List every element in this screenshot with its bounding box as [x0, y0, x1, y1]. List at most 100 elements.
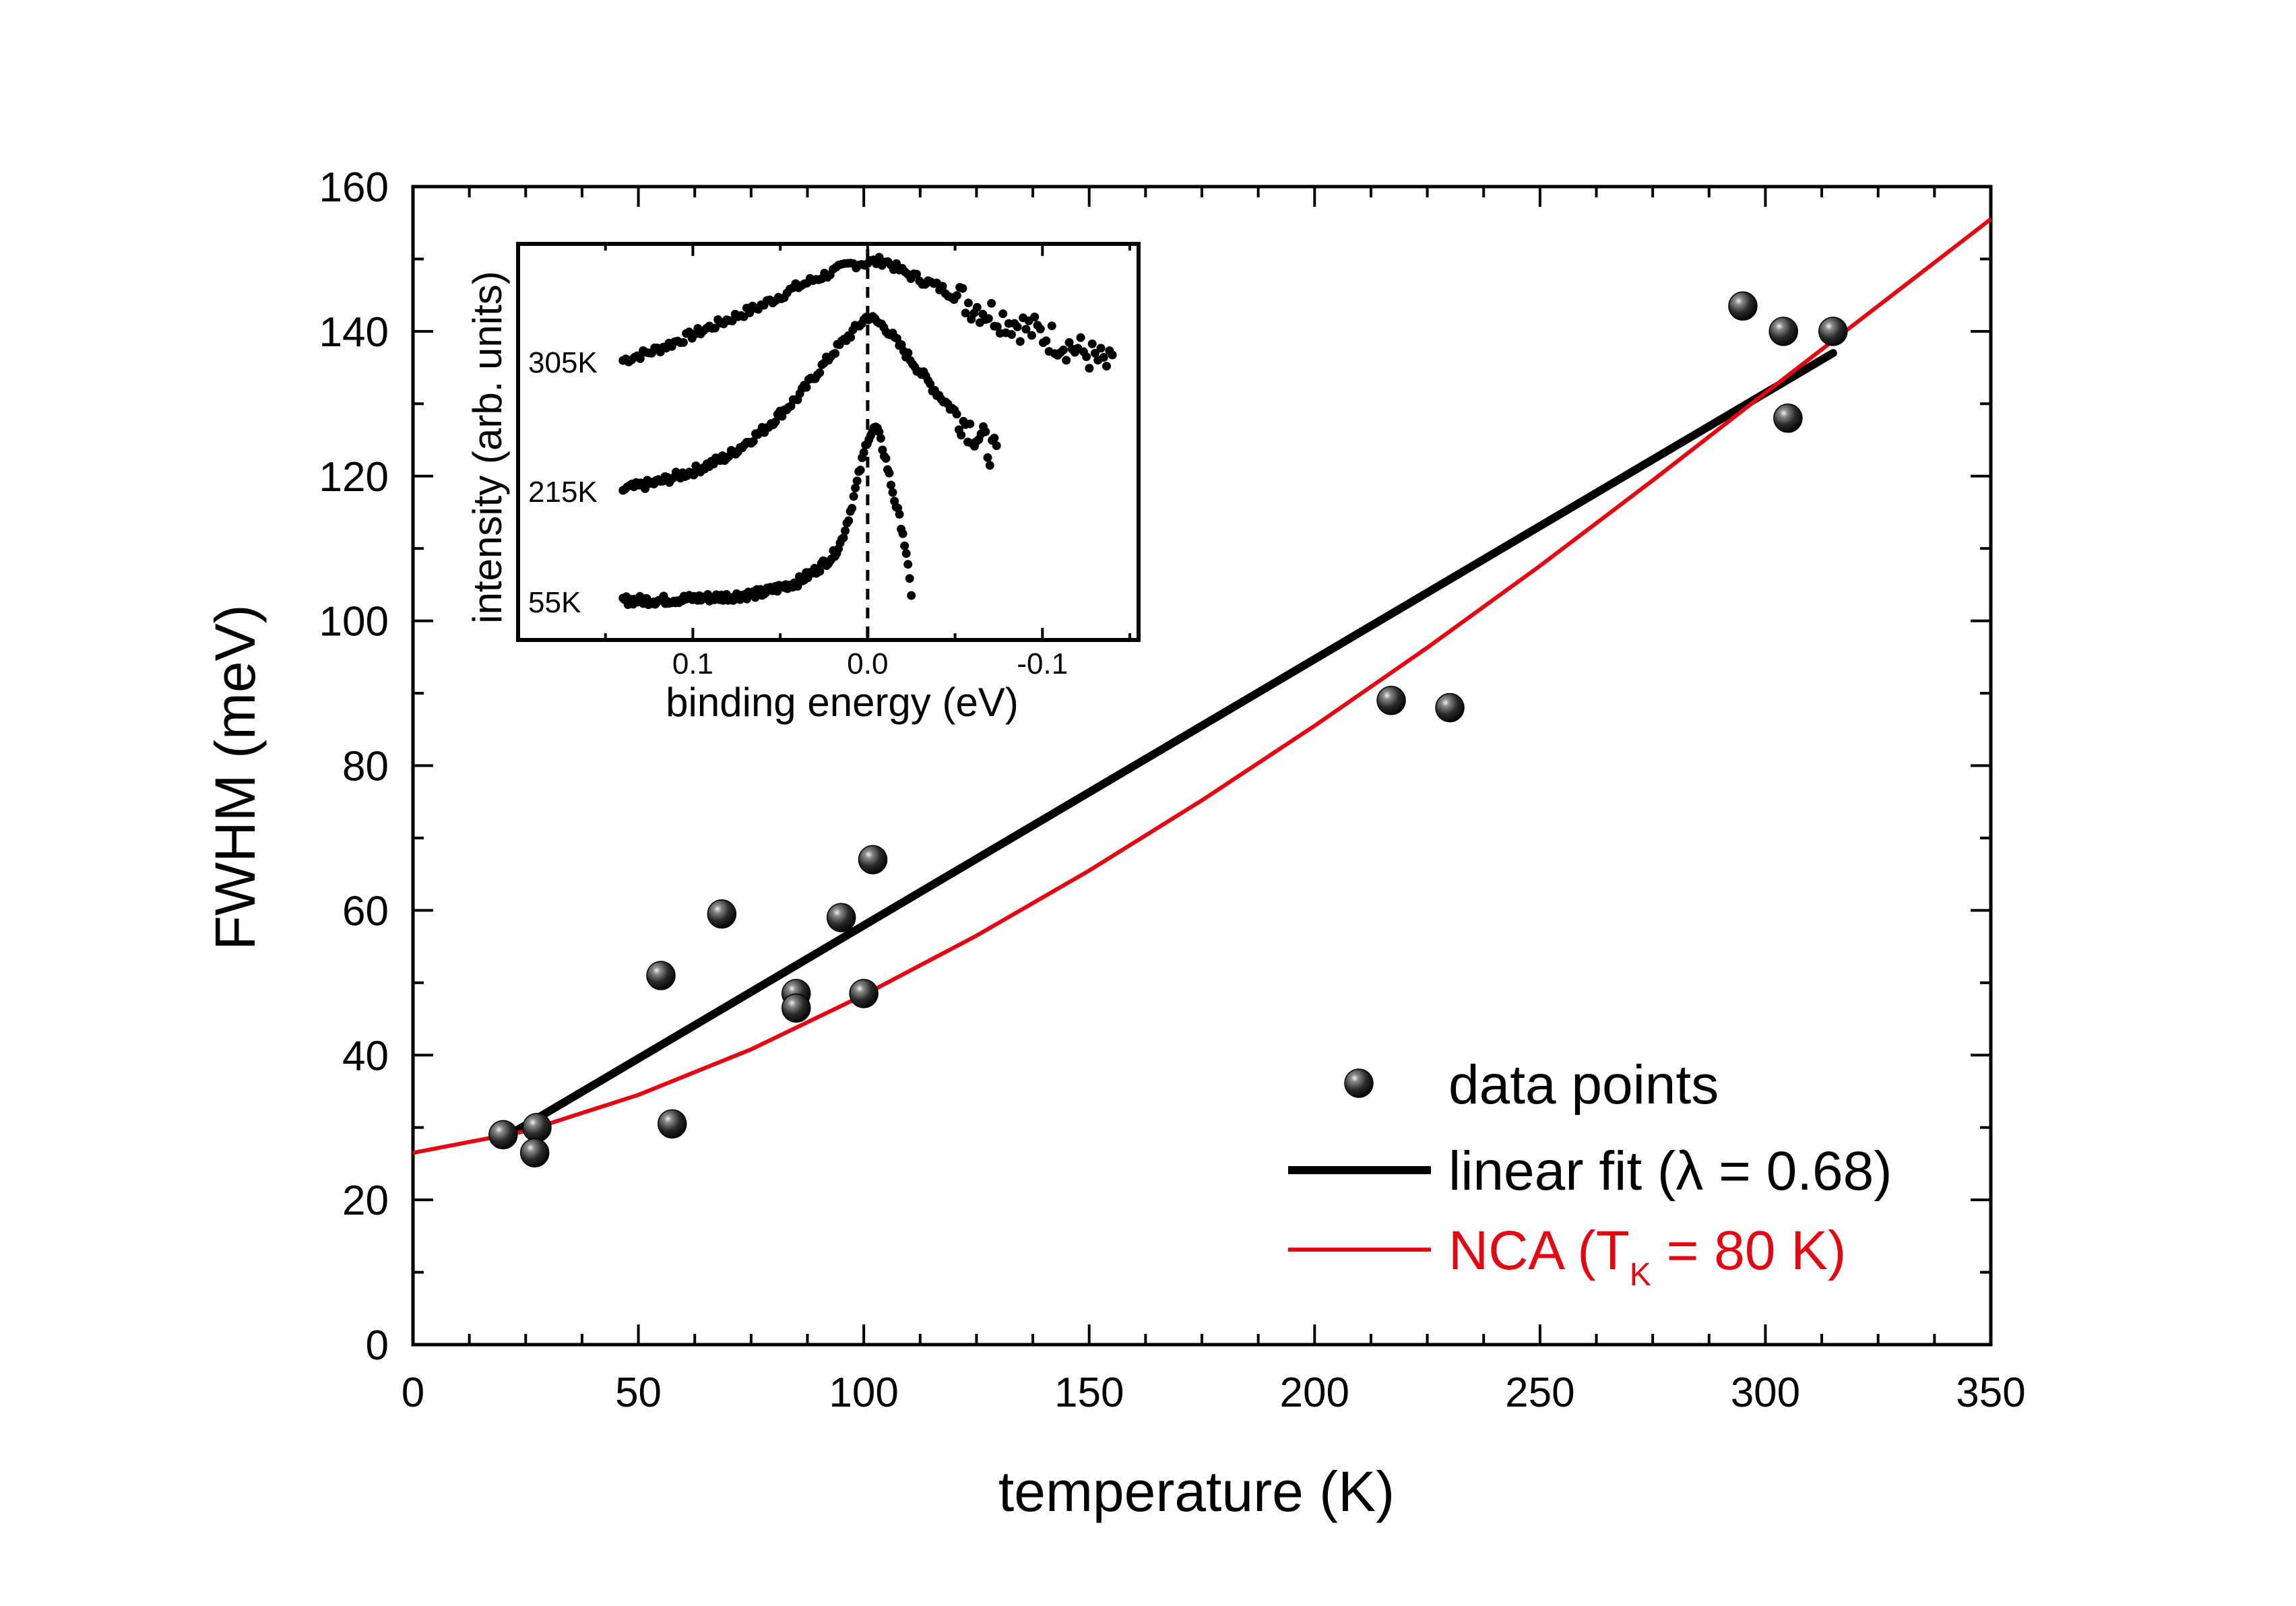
- inset-spectrum-point: [710, 323, 720, 333]
- x-axis-label: temperature (K): [998, 1460, 1395, 1523]
- inset-x-tick-label: 0.0: [847, 647, 888, 680]
- inset-spectrum-point: [846, 333, 856, 342]
- inset-spectrum-point: [1076, 333, 1085, 342]
- data-point: [826, 903, 856, 932]
- inset-trace-label: 215K: [528, 476, 598, 509]
- x-tick-label: 300: [1731, 1370, 1800, 1416]
- y-tick-label: 160: [319, 164, 389, 211]
- inset-spectrum-point: [815, 567, 825, 576]
- inset-spectrum-point: [1047, 321, 1056, 331]
- inset-spectrum-point: [938, 282, 947, 291]
- inset-plot: 0.1 0.0 -0.1 305K 215K 55K: [516, 242, 1141, 680]
- inset-spectrum-point: [851, 483, 860, 492]
- inset-spectrum-point: [983, 453, 992, 462]
- inset-spectrum-point: [985, 461, 994, 470]
- inset-spectrum-point: [926, 379, 935, 389]
- inset-spectrum-point: [1030, 313, 1040, 321]
- inset-spectrum-point: [771, 417, 780, 426]
- inset-x-tick-label: 0.1: [672, 647, 713, 680]
- inset-spectrum-point: [957, 430, 966, 440]
- inset-spectrum-point: [903, 348, 913, 358]
- inset-spectrum-point: [635, 354, 645, 363]
- inset-spectrum-point: [1015, 337, 1025, 346]
- inset-trace-label: 55K: [528, 586, 581, 619]
- legend-label-linear-fit: linear fit (λ = 0.68): [1448, 1141, 1892, 1202]
- data-point: [858, 845, 888, 874]
- inset-spectrum-point: [777, 412, 787, 421]
- inset-spectrum-point: [1007, 330, 1016, 339]
- y-tick-label: 140: [319, 309, 389, 356]
- inset-spectrum-point: [1035, 324, 1045, 333]
- inset-spectrum-point: [987, 298, 996, 308]
- inset-spectrum-point: [849, 492, 858, 501]
- inset-spectrum-55K: [618, 422, 916, 610]
- x-tick-label: 200: [1280, 1370, 1349, 1416]
- axis-labels: temperature (K) FWHM (meV) binding energ…: [203, 271, 1395, 1523]
- data-point: [658, 1109, 687, 1139]
- data-point: [782, 993, 811, 1023]
- inset-spectrum-point: [815, 368, 825, 377]
- main-plot: 0 50 100 150 200 250 300 350 0 20 40 60 80 100 120 140 1…: [319, 164, 2026, 1416]
- inset-spectrum-point: [965, 419, 975, 428]
- inset-spectrum-point: [678, 338, 688, 347]
- x-tick-label: 150: [1054, 1370, 1124, 1416]
- linear-fit-line: [499, 349, 1837, 1143]
- inset-spectrum-point: [903, 560, 913, 569]
- y-tick-label: 100: [319, 599, 389, 645]
- inset-x-tick-label: -0.1: [1017, 647, 1068, 680]
- y-tick-label: 80: [342, 744, 389, 790]
- legend-label-nca-tail: = 80 K): [1651, 1220, 1846, 1281]
- inset-spectrum-point: [892, 259, 901, 268]
- inset-spectrum-point: [981, 427, 990, 437]
- data-point: [488, 1120, 518, 1150]
- inset-spectrum-point: [689, 470, 699, 480]
- inset-spectrum-point: [958, 284, 967, 293]
- x-tick-label: 50: [615, 1370, 662, 1416]
- inset-spectrum-point: [841, 526, 850, 536]
- x-tick-label: 250: [1505, 1370, 1574, 1416]
- inset-spectrum-point: [992, 322, 1002, 331]
- inset-spectrum-point: [1042, 336, 1051, 346]
- inset-spectrum-305K: [618, 253, 1117, 373]
- x-tick-label: 0: [402, 1370, 424, 1416]
- inset-spectrum-point: [1021, 325, 1031, 334]
- inset-spectrum-point: [839, 533, 848, 542]
- x-tick-label: 350: [1956, 1370, 2025, 1416]
- inset-spectrum-point: [984, 314, 993, 323]
- inset-spectrum-point: [1058, 345, 1068, 354]
- data-point: [646, 961, 676, 990]
- inset-spectrum-point: [1096, 344, 1106, 353]
- inset-spectrum-point: [900, 541, 910, 550]
- inset-spectrum-point: [990, 433, 999, 443]
- inset-spectrum-point: [905, 574, 914, 583]
- inset-spectrum-point: [901, 549, 911, 558]
- inset-spectrum-point: [992, 441, 1001, 451]
- inset-spectrum-point: [895, 509, 904, 519]
- data-point: [707, 899, 737, 929]
- inset-spectrum-point: [998, 309, 1008, 319]
- inset-spectrum-point: [1062, 356, 1071, 365]
- data-point: [1768, 317, 1798, 346]
- data-point: [522, 1112, 552, 1143]
- inset-spectrum-point: [802, 383, 811, 392]
- inset-spectrum-point: [898, 529, 907, 538]
- inset-spectrum-point: [888, 488, 897, 497]
- inset-frame: [516, 242, 1141, 642]
- inset-y-axis-label: intensity (arb. units): [465, 271, 510, 624]
- inset-spectrum-point: [907, 591, 916, 600]
- nca-curve: [412, 217, 1992, 1155]
- inset-x-axis-label: binding energy (eV): [666, 680, 1019, 725]
- inset-spectrum-point: [856, 465, 865, 475]
- data-point: [1773, 404, 1803, 433]
- inset-spectrum-point: [1085, 364, 1094, 373]
- inset-spectrum-point: [844, 516, 854, 525]
- y-tick-label: 40: [342, 1033, 389, 1079]
- y-tick-label: 20: [342, 1178, 389, 1224]
- legend-label-nca: NCA (TK = 80 K): [1448, 1220, 1846, 1293]
- y-tick-label: 60: [342, 888, 389, 934]
- inset-spectrum-point: [876, 434, 885, 443]
- data-point: [519, 1138, 550, 1168]
- inset-spectrum-point: [1064, 338, 1074, 347]
- inset-spectrum-point: [881, 454, 891, 463]
